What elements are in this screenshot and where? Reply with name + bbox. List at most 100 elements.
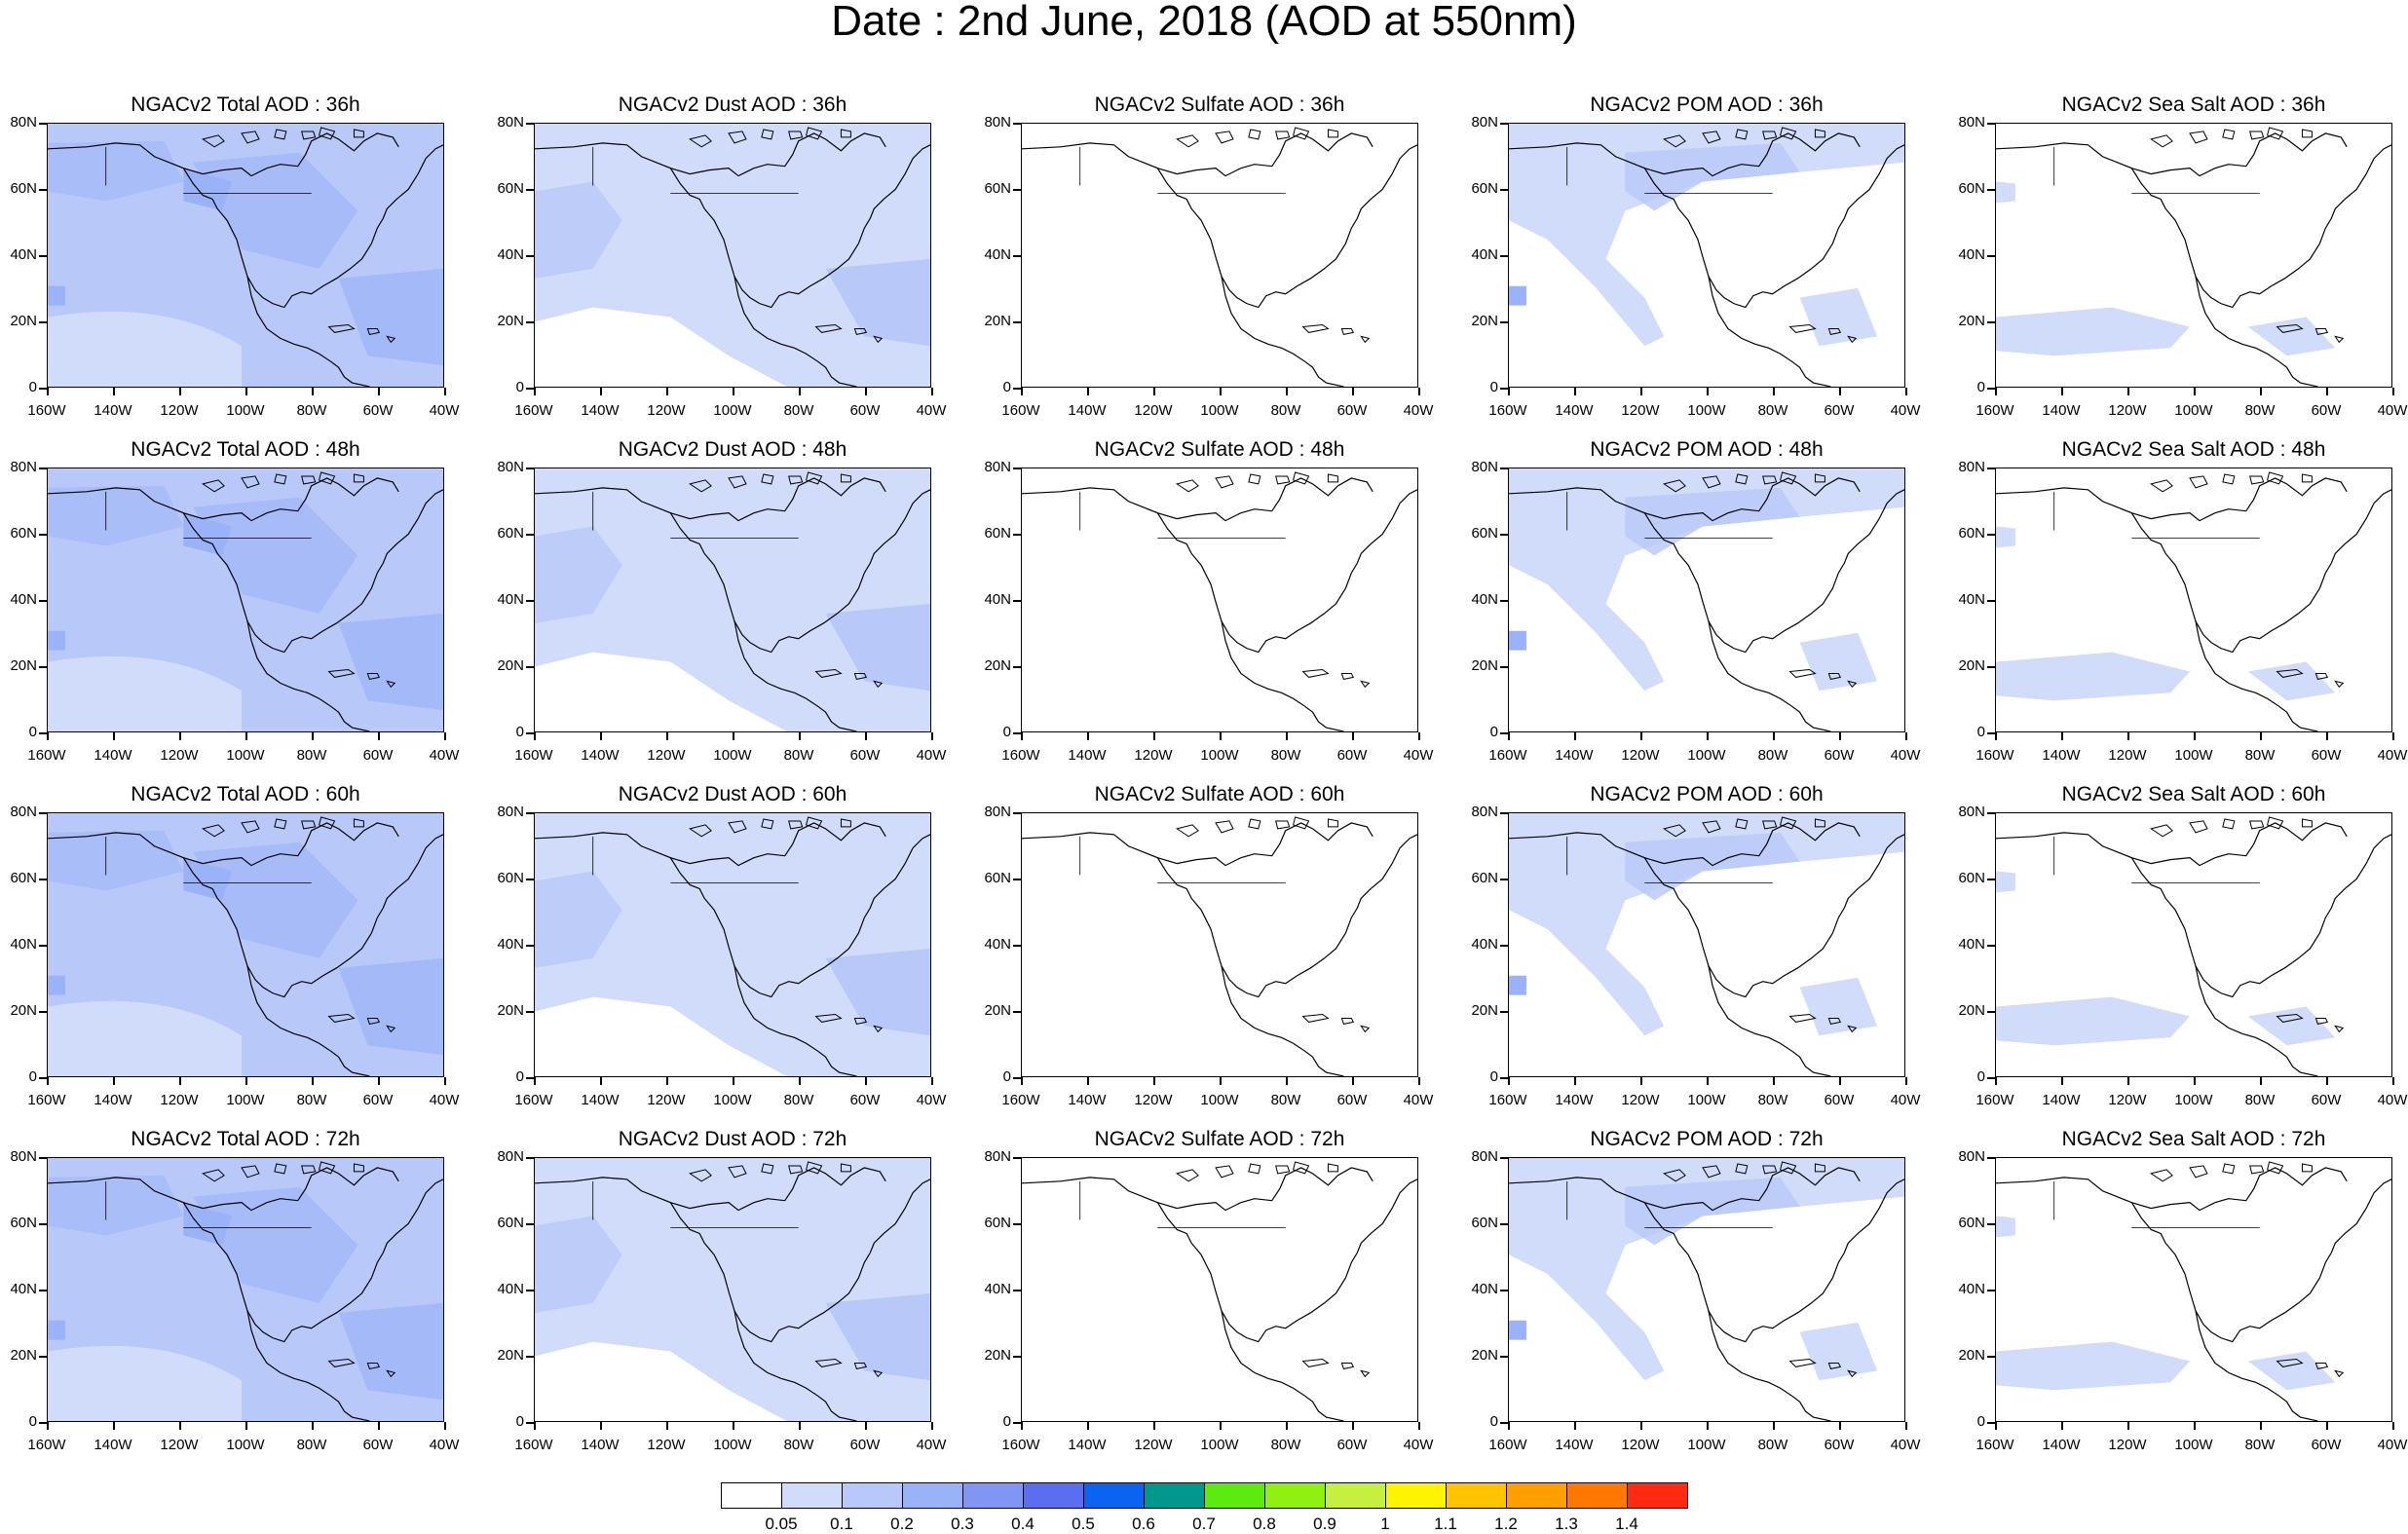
lon-label: 120W [647,1092,686,1108]
lat-label: 40N [1471,246,1498,263]
lon-tick [2326,732,2328,740]
lon-label: 100W [2174,1092,2213,1108]
panel-title: NGACv2 Sea Salt AOD : 36h [2061,94,2326,116]
lat-tick [1500,123,1508,125]
lat-label: 80N [10,804,37,820]
lat-label: 20N [10,657,37,674]
lon-label: 160W [1488,1437,1527,1453]
lat-label: 20N [1471,313,1498,329]
lat-label: 40N [1958,246,1985,263]
lon-tick [1220,1422,1222,1430]
lat-tick [1500,945,1508,947]
panel-title: NGACv2 Dust AOD : 36h [618,94,847,116]
lat-tick [526,732,534,734]
lon-tick [312,1077,314,1085]
colorbar-swatch [1023,1482,1084,1509]
lat-tick [39,945,47,947]
lat-label: 20N [10,313,37,329]
panel-title: NGACv2 Dust AOD : 72h [618,1128,847,1150]
lon-tick [931,732,933,740]
lat-tick [1987,1422,1995,1424]
lon-tick [1905,388,1907,395]
lon-tick [1418,1422,1420,1430]
lon-tick [378,1077,380,1085]
lon-tick [534,1422,536,1430]
lat-label: 80N [1958,459,1985,475]
lat-tick [39,1422,47,1424]
lat-tick [526,879,534,880]
map-panel [1508,812,1905,1077]
lat-label: 40N [497,246,524,263]
lat-label: 60N [984,1215,1011,1231]
lat-tick [39,468,47,469]
lon-label: 80W [2244,402,2276,419]
panel-title: NGACv2 Total AOD : 72h [131,1128,360,1150]
map-panel [1995,123,2392,388]
map-panel [1021,468,1418,732]
lon-tick [113,388,115,395]
lon-label: 160W [514,747,553,764]
map-panel [47,468,444,732]
panel-title: NGACv2 Sulfate AOD : 36h [1094,94,1345,116]
colorbar-swatch [721,1482,782,1509]
lat-label: 40N [10,1281,37,1297]
lon-label: 40W [1890,1437,1921,1453]
lon-label: 40W [1403,402,1434,419]
colorbar-swatch [1506,1482,1567,1509]
lon-label: 60W [362,402,394,419]
lat-tick [526,388,534,390]
lon-label: 160W [27,747,66,764]
lon-label: 140W [581,1437,620,1453]
lat-tick [526,123,534,125]
lon-label: 60W [1336,402,1368,419]
lon-label: 160W [1001,747,1040,764]
lat-tick [39,534,47,536]
lon-label: 120W [1134,402,1173,419]
lat-label: 40N [984,1281,1011,1297]
lon-tick [1995,1422,1997,1430]
lon-label: 80W [783,402,814,419]
map-panel [47,812,444,1077]
lon-tick [378,388,380,395]
lon-label: 60W [849,747,881,764]
lon-tick [444,1077,446,1085]
lon-tick [312,1422,314,1430]
lat-tick [1500,189,1508,191]
lon-tick [113,1422,115,1430]
lon-tick [666,388,668,395]
lon-tick [733,732,734,740]
lon-tick [1286,732,1288,740]
lon-label: 100W [2174,402,2213,419]
lon-label: 100W [713,1437,752,1453]
lat-label: 60N [10,180,37,197]
colorbar-swatch [1144,1482,1205,1509]
lon-tick [1707,1077,1709,1085]
lon-tick [1286,1077,1288,1085]
lon-tick [733,388,734,395]
lon-label: 160W [1001,402,1040,419]
lat-tick [1500,600,1508,602]
map-panel [534,812,931,1077]
lat-tick [1013,945,1021,947]
colorbar-label: 0.9 [1313,1515,1336,1533]
lat-label: 20N [10,1347,37,1364]
lat-tick [1013,388,1021,390]
lat-tick [1500,666,1508,668]
lat-tick [1013,321,1021,323]
lon-tick [799,1077,801,1085]
lon-tick [378,732,380,740]
lon-tick [865,1422,867,1430]
lon-label: 100W [1200,1437,1239,1453]
lon-label: 120W [1134,747,1173,764]
colorbar-swatch [1627,1482,1688,1509]
lon-tick [2061,1422,2063,1430]
lat-tick [526,189,534,191]
lon-label: 40W [2377,1092,2408,1108]
lon-tick [534,388,536,395]
lat-label: 80N [497,114,524,131]
lat-label: 0 [515,1413,524,1430]
lat-label: 20N [497,313,524,329]
lon-label: 40W [429,1437,460,1453]
lat-label: 60N [1471,870,1498,886]
lat-tick [1987,1356,1995,1358]
